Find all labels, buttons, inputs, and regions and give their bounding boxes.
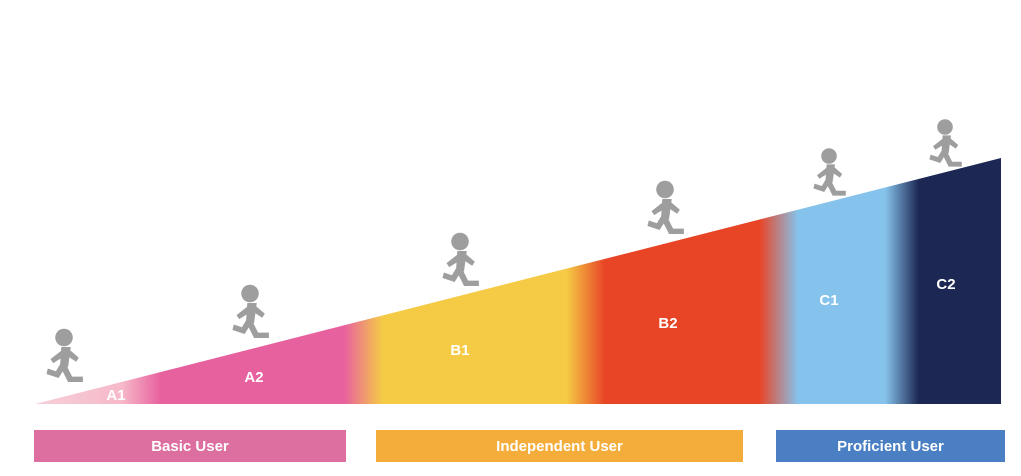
level-label-b2: B2 bbox=[658, 315, 677, 332]
level-label-c2: C2 bbox=[936, 276, 955, 293]
running-person-icon bbox=[647, 180, 684, 235]
level-labels: A1 A2 B1 B2 C1 C2 bbox=[106, 276, 955, 404]
band-basic-user: Basic User bbox=[34, 430, 346, 462]
level-label-a1: A1 bbox=[106, 387, 125, 404]
running-person-icon bbox=[929, 119, 962, 167]
level-label-c1: C1 bbox=[819, 292, 838, 309]
band-label: Independent User bbox=[496, 437, 623, 455]
level-label-b1: B1 bbox=[450, 342, 469, 359]
band-label: Basic User bbox=[151, 437, 229, 455]
running-person-icon bbox=[813, 148, 846, 196]
running-person-icon bbox=[46, 328, 83, 383]
band-label: Proficient User bbox=[837, 437, 944, 455]
band-proficient-user: Proficient User bbox=[776, 430, 1005, 462]
level-label-a2: A2 bbox=[244, 369, 263, 386]
running-person-icon bbox=[442, 232, 479, 287]
band-independent-user: Independent User bbox=[376, 430, 743, 462]
level-ramp bbox=[35, 158, 1001, 404]
running-person-icon bbox=[232, 284, 269, 339]
